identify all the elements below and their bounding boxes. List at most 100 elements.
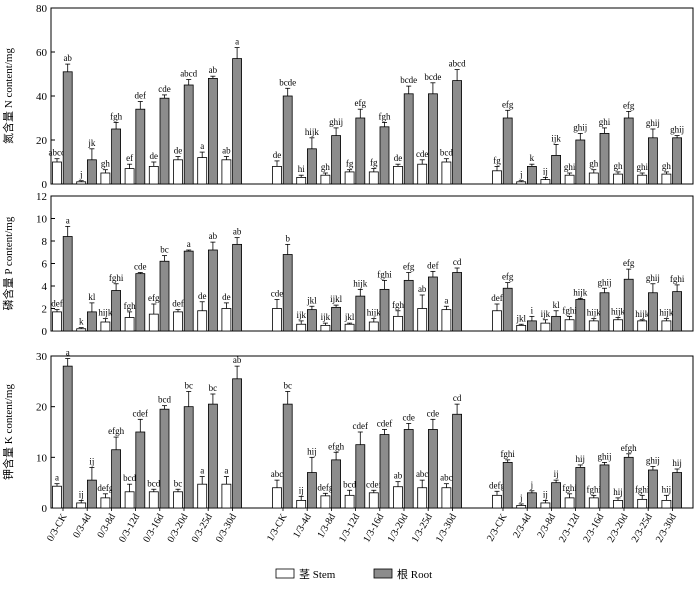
root-significance-label: bc [283,380,292,390]
root-significance-label: efg [623,100,635,110]
root-significance-label: abcd [449,59,466,69]
x-category-label: 1/3-4d [291,512,314,540]
stem-bar [197,483,208,509]
root-bar [672,291,682,332]
root-bar [527,320,537,332]
stem-bar [492,494,502,509]
root-significance-label: ijkl [330,294,343,304]
root-significance-label: fghi [109,273,124,283]
x-category-label: 2/3-20d [606,512,631,544]
y-tick-label: 12 [36,191,47,203]
stem-bar [661,173,672,185]
root-significance-label: ghij [646,118,660,128]
stem-bar [197,157,208,185]
root-bar [648,292,658,332]
stem-significance-label: fghi [562,483,577,493]
root-bar [672,137,682,185]
root-significance-label: fghi [670,274,685,284]
root-significance-label: ghij [573,122,587,132]
stem-significance-label: ghi [636,162,648,172]
stem-bar [344,323,355,332]
root-bar [551,154,561,185]
root-bar [87,311,97,332]
stem-significance-label: cde [271,289,284,299]
root-bar [207,403,218,509]
y-axis-label: 磷含量 P content/mg [1,216,15,310]
stem-bar [221,483,232,509]
stem-significance-label: fg [493,155,501,165]
stem-significance-label: defg [317,482,333,492]
x-category-label: 1/3-20d [386,512,411,544]
stem-bar [344,494,355,509]
root-bar [111,449,121,509]
root-significance-label: fghi [500,449,515,459]
x-category-label: 1/3-CK [265,511,290,543]
x-category-label: 2/3-8d [535,512,558,540]
stem-bar [637,320,648,332]
x-category-label: 1/3-12d [337,512,362,544]
stem-bar [296,323,307,332]
stem-significance-label: hijk [367,308,382,318]
root-significance-label: cd [453,393,462,403]
stem-bar [393,315,403,332]
legend-stem-swatch [275,568,295,579]
root-significance-label: ij [89,456,94,466]
stem-significance-label: de [198,291,207,301]
root-bar [575,467,586,509]
x-category-label: 2/3-30d [654,512,679,544]
stem-significance-label: bcd [123,473,136,483]
stem-bar [100,321,111,332]
root-significance-label: efg [623,258,635,268]
root-bar [183,250,194,332]
y-tick-label: 40 [36,91,48,103]
root-significance-label: efgh [108,426,124,436]
root-bar [427,429,438,509]
stem-bar [52,311,62,332]
root-significance-label: a [66,215,70,225]
root-significance-label: a [187,239,191,249]
root-significance-label: efg [502,99,514,109]
root-bar [135,273,146,332]
stem-bar [296,176,307,185]
stem-significance-label: fghi [587,484,602,494]
root-bar [111,290,121,332]
root-significance-label: bcde [279,77,296,87]
stem-significance-label: gh [662,161,672,171]
stem-significance-label: a [55,473,59,483]
stem-bar [417,308,428,332]
y-tick-label: 0 [42,503,48,515]
x-category-label: 1/3-30d [434,512,459,544]
stem-bar [76,181,87,185]
root-bar [183,84,194,185]
root-bar [282,254,293,332]
stem-significance-label: ab [418,284,427,294]
root-significance-label: fgh [110,111,122,121]
root-bar [331,306,342,332]
root-significance-label: ab [233,355,242,365]
x-category-labels: 0/3-CK 0/3-4d 0/3-8d 0/3-12d 0/3-16d 0/3-20d 0… [45,508,679,544]
root-bar [551,482,561,509]
stem-bar [661,320,672,332]
root-significance-label: bcde [424,72,441,82]
root-significance-label: hij [307,446,317,456]
root-significance-label: ab [233,227,242,237]
stem-bar [613,173,623,185]
stem-significance-label: de [174,146,183,156]
root-significance-label: ghij [646,273,660,283]
stem-significance-label: abc [416,469,429,479]
root-significance-label: ab [63,53,72,63]
root-significance-label: cdef [133,408,149,418]
y-tick-label: 60 [36,47,48,59]
root-significance-label: bc [209,383,218,393]
legend-stem-label: 茎 Stem [299,568,336,581]
stem-significance-label: fghi [635,484,650,494]
stem-significance-label: de [222,292,231,302]
stem-bar [613,319,623,332]
root-significance-label: ghij [646,455,660,465]
root-bar [379,288,390,332]
stem-significance-label: ij [79,489,84,499]
stem-significance-label: ab [394,471,403,481]
root-bar [306,148,317,185]
root-significance-label: abcd [180,69,197,79]
stem-bar [344,171,355,185]
